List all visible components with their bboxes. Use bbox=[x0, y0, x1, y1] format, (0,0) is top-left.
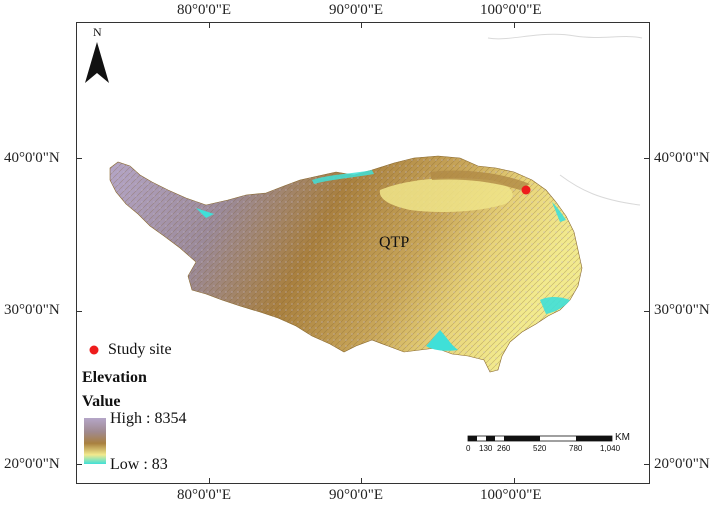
low-elevation-fringe bbox=[540, 297, 570, 314]
frame-tick bbox=[361, 478, 362, 484]
low-elevation-fringe bbox=[196, 208, 214, 218]
scale-bar-tick: 260 bbox=[497, 444, 511, 453]
country-boundary bbox=[487, 33, 643, 40]
map-frame bbox=[76, 22, 650, 484]
legend-elevation-title: Elevation bbox=[82, 369, 147, 386]
scale-bar-tick: 130 bbox=[479, 444, 493, 453]
frame-tick bbox=[76, 311, 82, 312]
legend-study-site-dot bbox=[89, 345, 99, 355]
frame-tick bbox=[361, 22, 362, 28]
legend-value-title: Value bbox=[82, 393, 121, 410]
frame-tick bbox=[209, 478, 210, 484]
low-elevation-fringe bbox=[426, 330, 458, 351]
legend-low-label: Low : 83 bbox=[110, 456, 168, 473]
left-lat-label-30: 30°0'0"N bbox=[4, 302, 60, 318]
low-elevation-fringe bbox=[312, 170, 374, 184]
scale-bar bbox=[467, 435, 613, 442]
legend-study-site-label: Study site bbox=[108, 341, 172, 358]
frame-tick bbox=[514, 22, 515, 28]
frame-tick bbox=[644, 464, 650, 465]
north-label: N bbox=[93, 25, 102, 39]
right-lat-label-20: 20°0'0"N bbox=[654, 456, 710, 472]
bottom-lon-label-90: 90°0'0"E bbox=[329, 487, 383, 503]
top-lon-label-100: 100°0'0"E bbox=[480, 2, 542, 18]
low-elevation-fringe bbox=[552, 202, 566, 222]
bottom-lon-label-100: 100°0'0"E bbox=[480, 487, 542, 503]
north-arrow-icon bbox=[85, 42, 109, 83]
right-lat-label-30: 30°0'0"N bbox=[654, 302, 710, 318]
scale-bar-tick: 1,040 bbox=[600, 444, 621, 453]
study-site-marker bbox=[521, 185, 531, 195]
legend-elevation-bar bbox=[84, 418, 106, 464]
region-label: QTP bbox=[379, 234, 410, 251]
northern-range bbox=[430, 170, 530, 190]
top-lon-label-90: 90°0'0"E bbox=[329, 2, 383, 18]
frame-tick bbox=[76, 158, 82, 159]
scale-bar-tick: 780 bbox=[569, 444, 583, 453]
legend-high-label: High : 8354 bbox=[110, 410, 187, 427]
frame-tick bbox=[644, 311, 650, 312]
right-lat-label-40: 40°0'0"N bbox=[654, 150, 710, 166]
left-lat-label-40: 40°0'0"N bbox=[4, 150, 60, 166]
scale-bar-tick: 0 bbox=[466, 444, 471, 453]
left-lat-label-20: 20°0'0"N bbox=[4, 456, 60, 472]
qaidam-basin bbox=[379, 178, 513, 212]
frame-tick bbox=[644, 158, 650, 159]
frame-tick bbox=[514, 478, 515, 484]
scale-bar-tick: 520 bbox=[533, 444, 547, 453]
country-boundary bbox=[559, 174, 641, 206]
bottom-lon-label-80: 80°0'0"E bbox=[177, 487, 231, 503]
top-lon-label-80: 80°0'0"E bbox=[177, 2, 231, 18]
scale-bar-unit: KM bbox=[615, 432, 630, 443]
frame-tick bbox=[76, 464, 82, 465]
frame-tick bbox=[209, 22, 210, 28]
